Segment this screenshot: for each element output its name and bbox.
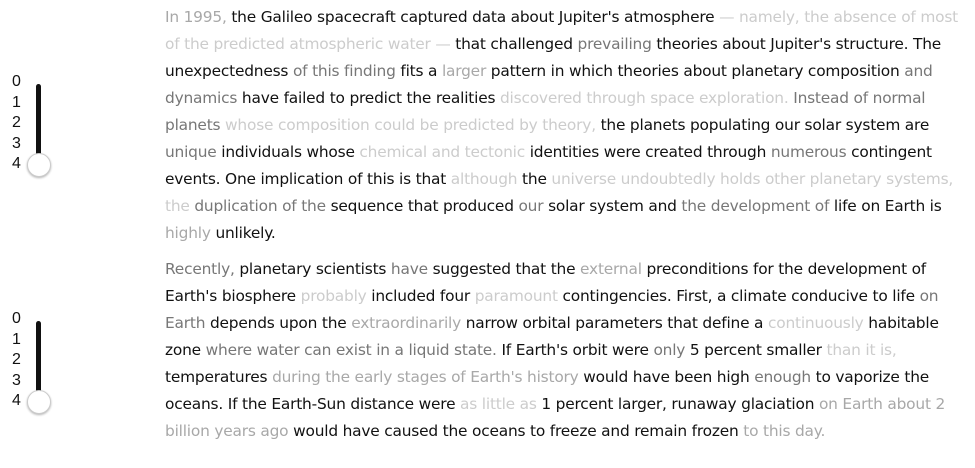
text-segment: have — [390, 260, 428, 278]
text-segment: contingent events. One implication of th… — [165, 143, 932, 188]
text-segment: where water can exist in a liquid state. — [205, 341, 497, 359]
text-segment: of this finding — [292, 62, 396, 80]
text-segment: to this day. — [743, 422, 826, 440]
text-segment: external — [580, 260, 642, 278]
text-segment: to vaporize the oceans. If the Earth-Sun… — [165, 368, 930, 413]
text-segment: sequence that produced — [325, 197, 519, 215]
text-segment: chemical and tectonic — [359, 143, 525, 161]
text-segment: the — [517, 170, 552, 188]
text-segment: larger — [441, 62, 487, 80]
text-segment: unique — [165, 143, 217, 161]
slider-label: 1 — [12, 330, 21, 348]
text-segment: 5 percent smaller — [685, 341, 827, 359]
text-segment: pattern in which theories about planetar… — [486, 62, 905, 80]
text-segment: universe undoubtedly holds other planeta… — [165, 170, 954, 215]
text-segment: Recently, — [165, 260, 235, 278]
text-segment: habitable zone — [165, 314, 939, 359]
text-segment: theories about Jupiter's structure. The … — [165, 35, 942, 80]
text-segment: paramount — [474, 287, 558, 305]
text-segment: than it is, — [826, 341, 897, 359]
text-segment: have failed to predict the realities — [237, 89, 500, 107]
paragraph: In 1995, the Galileo spacecraft captured… — [165, 4, 973, 247]
text-segment: contingencies. First, a climate conduciv… — [557, 287, 920, 305]
slider-label: 4 — [12, 392, 21, 409]
text-segment: temperatures — [165, 368, 273, 386]
text-segment: the development of — [681, 197, 830, 215]
text-segment: on Earth about 2 billion years ago — [165, 395, 946, 440]
slider-knob[interactable] — [27, 153, 51, 177]
slider[interactable]: 0 1 2 3 4 — [8, 311, 58, 421]
text-segment: fits a — [395, 62, 442, 80]
text-segment: extraordinarily — [351, 314, 462, 332]
text-segment: In 1995, — [165, 8, 227, 26]
slider-label: 3 — [12, 371, 21, 389]
text-segment: depends upon the — [205, 314, 352, 332]
text-segment: — namely, the absence of most of the pre… — [165, 8, 958, 53]
text-segment: discovered through space exploration. — [499, 89, 789, 107]
text-segment: would have been high — [578, 368, 755, 386]
text-segment: preconditions for the development of Ear… — [165, 260, 927, 305]
text-segment: enough — [754, 368, 811, 386]
paragraph: Recently, planetary scientists have sugg… — [165, 256, 973, 445]
text-segment: probably — [300, 287, 367, 305]
slider-label: 1 — [12, 93, 21, 111]
text-segment: planetary scientists — [234, 260, 391, 278]
text-segment: whose composition could be predicted by … — [225, 116, 596, 134]
text-segment: highly — [165, 224, 211, 242]
slider-label: 3 — [12, 134, 21, 152]
text-segment: If Earth's orbit were — [496, 341, 654, 359]
text-segment: would have caused the oceans to freeze a… — [288, 422, 744, 440]
text-segment: duplication of the — [189, 197, 326, 215]
slider-label: 4 — [12, 155, 21, 172]
text-segment: life on Earth is — [829, 197, 942, 215]
text-segment: prevailing — [577, 35, 652, 53]
text-segment: Instead of normal planets — [165, 89, 926, 134]
slider-label: 0 — [12, 73, 21, 90]
text-segment: the planets populating our solar system … — [595, 116, 930, 134]
slider-label: 0 — [12, 310, 21, 327]
text-segment: as little as — [460, 395, 537, 413]
text-segment: 1 percent larger, runaway glaciation — [536, 395, 819, 413]
slider-label: 2 — [12, 351, 21, 368]
text-segment: solar system and — [543, 197, 682, 215]
text-segment: that challenged — [450, 35, 578, 53]
text-segment: only — [653, 341, 686, 359]
text-segment: included four — [366, 287, 475, 305]
text-segment: numerous — [770, 143, 847, 161]
text-segment: on Earth — [165, 287, 939, 332]
text-segment: narrow orbital parameters that define a — [461, 314, 768, 332]
text-segment: during the early stages of Earth's histo… — [272, 368, 579, 386]
text-segment: our — [518, 197, 544, 215]
text-segment: unlikely. — [210, 224, 276, 242]
text-segment: continuously — [767, 314, 864, 332]
text-segment: although — [450, 170, 518, 188]
slider-knob[interactable] — [27, 390, 51, 414]
slider[interactable]: 0 1 2 3 4 — [8, 74, 58, 184]
slider-track — [36, 321, 41, 403]
text-segment: individuals whose — [216, 143, 360, 161]
text-segment: the Galileo spacecraft captured data abo… — [226, 8, 720, 26]
text-segment: identities were created through — [525, 143, 771, 161]
slider-track — [36, 84, 41, 166]
text-segment: and dynamics — [165, 62, 933, 107]
text-segment: suggested that the — [427, 260, 581, 278]
slider-label: 2 — [12, 114, 21, 131]
